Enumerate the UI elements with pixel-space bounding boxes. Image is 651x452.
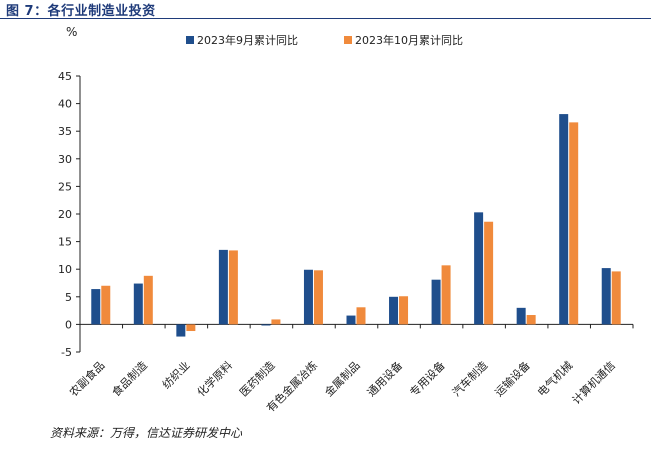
bar-oct-1 — [143, 275, 153, 325]
x-tick-label: 化学原料 — [194, 358, 235, 399]
y-tick-label: 30 — [58, 153, 72, 166]
y-tick-label: 35 — [58, 125, 72, 138]
bar-sep-8 — [431, 279, 441, 325]
y-axis: -5 0 5 10 15 20 25 30 35 40 45 — [58, 70, 81, 359]
bar-sep-0 — [91, 289, 101, 325]
y-tick-label: 5 — [65, 291, 72, 304]
y-tick-label: 0 — [65, 318, 72, 331]
y-tick-label: -5 — [61, 346, 72, 359]
bar-sep-5 — [303, 269, 313, 325]
bar-oct-8 — [441, 265, 451, 325]
bar-oct-2 — [186, 324, 196, 332]
y-tick-label: 40 — [58, 98, 72, 111]
y-tick-label: 10 — [58, 263, 72, 276]
bar-sep-7 — [389, 296, 399, 325]
bar-oct-12 — [611, 271, 621, 325]
bar-oct-0 — [101, 285, 111, 325]
bar-sep-9 — [474, 212, 484, 325]
x-tick-label: 金属制品 — [322, 358, 363, 399]
x-tick-label: 食品制造 — [109, 358, 150, 399]
bar-oct-3 — [228, 250, 238, 325]
bar-sep-2 — [176, 324, 186, 337]
bar-sep-4 — [261, 324, 271, 326]
x-tick-label: 纺织业 — [159, 358, 192, 391]
bar-sep-10 — [516, 307, 526, 325]
y-axis-unit-label: % — [66, 25, 77, 39]
bar-sep-3 — [218, 249, 228, 325]
y-tick-label: 15 — [58, 236, 72, 249]
x-tick-label: 汽车制造 — [449, 358, 490, 399]
y-tick-label: 25 — [58, 180, 72, 193]
legend-swatch — [344, 36, 352, 44]
bar-oct-7 — [399, 296, 409, 325]
bar-sep-6 — [346, 315, 356, 325]
x-tick-label: 专用设备 — [407, 358, 448, 399]
y-tick-label: 20 — [58, 208, 72, 221]
x-tick-label: 通用设备 — [364, 358, 405, 399]
legend: 2023年9月累计同比 2023年10月累计同比 — [186, 33, 463, 47]
legend-label: 2023年10月累计同比 — [355, 33, 463, 47]
bar-oct-10 — [526, 315, 536, 325]
bar-sep-1 — [133, 283, 143, 325]
legend-swatch — [186, 36, 194, 44]
source-note: 资料来源：万得，信达证券研发中心 — [50, 426, 243, 440]
x-tick-label: 运输设备 — [492, 358, 533, 399]
bar-oct-9 — [484, 221, 494, 325]
y-tick-label: 45 — [58, 70, 72, 83]
bar-oct-11 — [569, 122, 579, 325]
title-divider — [0, 18, 651, 19]
bar-oct-6 — [356, 307, 366, 325]
figure-title: 图 7：各行业制造业投资 — [6, 4, 156, 19]
bar-oct-4 — [271, 319, 281, 325]
legend-label: 2023年9月累计同比 — [197, 33, 298, 47]
x-tick-label: 计算机通信 — [569, 358, 618, 407]
bar-sep-11 — [559, 114, 569, 325]
x-tick-label: 电气机械 — [534, 358, 575, 399]
bar-oct-5 — [313, 270, 323, 325]
bars — [91, 114, 621, 337]
bar-sep-12 — [601, 268, 611, 325]
x-tick-label: 农副食品 — [66, 358, 107, 399]
x-tick-label: 医药制造 — [237, 358, 278, 399]
